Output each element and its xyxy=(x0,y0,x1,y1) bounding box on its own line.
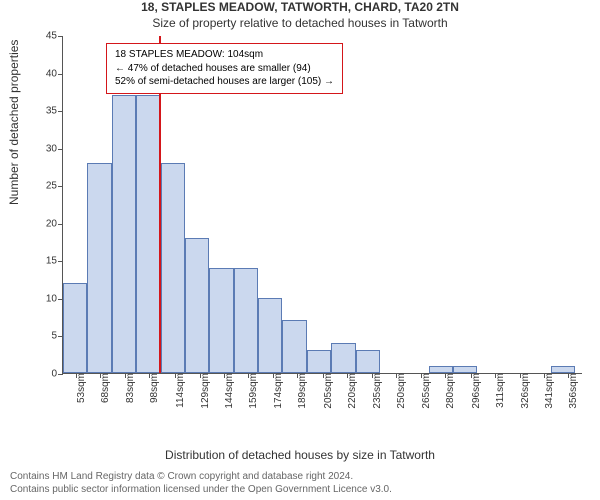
histogram-bar xyxy=(185,238,209,373)
x-tick-label: 174sqm xyxy=(271,373,284,409)
x-tick-label: 250sqm xyxy=(394,373,407,409)
x-tick-label: 144sqm xyxy=(222,373,235,409)
annotation-line: ← 47% of detached houses are smaller (94… xyxy=(115,62,334,76)
y-tick-label: 15 xyxy=(46,256,63,267)
y-tick-label: 35 xyxy=(46,106,63,117)
footer-line-2: Contains public sector information licen… xyxy=(10,483,590,496)
histogram-bar xyxy=(209,268,233,373)
histogram-bar xyxy=(258,298,282,373)
y-tick-label: 30 xyxy=(46,143,63,154)
chart-title: 18, STAPLES MEADOW, TATWORTH, CHARD, TA2… xyxy=(0,0,600,14)
y-tick-label: 25 xyxy=(46,181,63,192)
histogram-bar xyxy=(331,343,355,373)
x-tick-label: 53sqm xyxy=(74,373,87,403)
histogram-bar xyxy=(63,283,87,373)
histogram-bar xyxy=(551,366,575,374)
histogram-bar xyxy=(87,163,111,373)
x-tick-label: 280sqm xyxy=(443,373,456,409)
x-tick-label: 235sqm xyxy=(370,373,383,409)
y-tick-label: 45 xyxy=(46,31,63,42)
x-tick-label: 296sqm xyxy=(469,373,482,409)
chart-subtitle: Size of property relative to detached ho… xyxy=(0,16,600,30)
x-axis-label: Distribution of detached houses by size … xyxy=(0,448,600,462)
y-tick-label: 5 xyxy=(51,331,63,342)
footer: Contains HM Land Registry data © Crown c… xyxy=(10,470,590,496)
annotation-line: 52% of semi-detached houses are larger (… xyxy=(115,75,334,89)
x-tick-label: 114sqm xyxy=(173,373,186,408)
y-tick-label: 10 xyxy=(46,293,63,304)
y-tick-label: 20 xyxy=(46,218,63,229)
histogram-bar xyxy=(234,268,258,373)
annotation-line: 18 STAPLES MEADOW: 104sqm xyxy=(115,48,334,62)
y-tick-label: 40 xyxy=(46,68,63,79)
x-tick-label: 311sqm xyxy=(493,373,506,408)
x-tick-label: 68sqm xyxy=(98,373,111,403)
x-tick-label: 98sqm xyxy=(147,373,160,403)
annotation-box: 18 STAPLES MEADOW: 104sqm← 47% of detach… xyxy=(106,43,343,94)
histogram-bar xyxy=(307,350,331,373)
histogram-bar xyxy=(453,366,477,374)
x-tick-label: 189sqm xyxy=(295,373,308,409)
histogram-bar xyxy=(282,320,306,373)
x-tick-label: 205sqm xyxy=(321,373,334,409)
x-tick-label: 356sqm xyxy=(566,373,579,409)
histogram-bar xyxy=(161,163,185,373)
x-tick-label: 341sqm xyxy=(542,373,555,409)
chart-container: 18, STAPLES MEADOW, TATWORTH, CHARD, TA2… xyxy=(0,0,600,500)
x-tick-label: 265sqm xyxy=(419,373,432,409)
y-tick-label: 0 xyxy=(51,369,63,380)
x-tick-label: 129sqm xyxy=(198,373,211,409)
x-tick-label: 83sqm xyxy=(123,373,136,403)
x-tick-label: 159sqm xyxy=(246,373,259,409)
x-tick-label: 220sqm xyxy=(345,373,358,409)
histogram-bar xyxy=(429,366,453,374)
histogram-bar xyxy=(136,95,160,373)
x-tick-label: 326sqm xyxy=(518,373,531,409)
histogram-bar xyxy=(112,95,136,373)
y-axis-label: Number of detached properties xyxy=(7,40,21,205)
footer-line-1: Contains HM Land Registry data © Crown c… xyxy=(10,470,590,483)
histogram-bar xyxy=(356,350,380,373)
